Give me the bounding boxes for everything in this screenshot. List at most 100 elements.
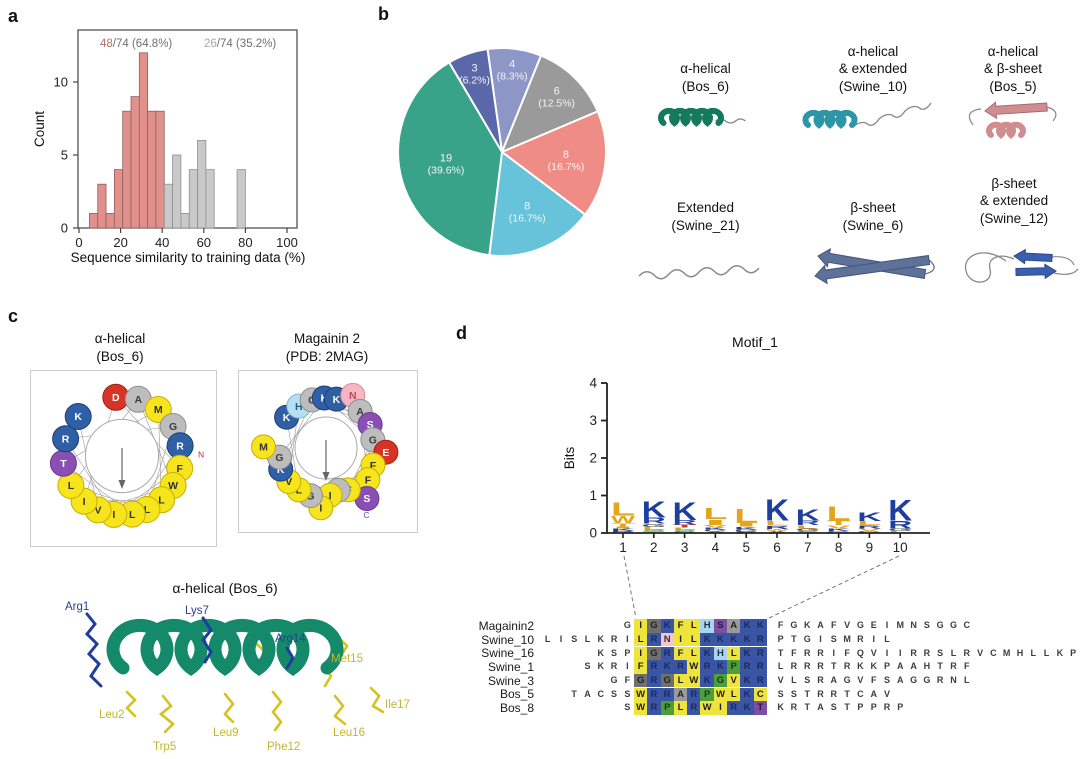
- svg-text:K: K: [333, 394, 341, 406]
- svg-text:4: 4: [712, 540, 720, 555]
- residue-cell: C: [857, 688, 864, 699]
- basic-sidechain: [84, 612, 103, 688]
- structure-class-pie-chart: 4(8.3%)6(12.5%)8(16.7%)8(16.7%)19(39.6%)…: [397, 46, 607, 257]
- motif-residue-cell: W: [687, 673, 701, 688]
- svg-text:100: 100: [276, 235, 298, 250]
- alignment-row: Swine_3 G F G R G L W K G V K R V L S R A G V F S A G G R N L: [448, 674, 1080, 688]
- residue-cell: I: [819, 633, 822, 644]
- helix-thumbnail: [658, 107, 746, 127]
- structure-label-line: α-helical: [847, 44, 899, 60]
- hist-bar: [188, 169, 198, 229]
- residue-cell: K: [597, 647, 605, 658]
- structure-label-line: & β-sheet: [983, 61, 1043, 77]
- logo-letter: K: [611, 528, 636, 531]
- hist-bar: [147, 110, 157, 229]
- svg-text:W: W: [765, 529, 789, 532]
- helix-ext-thumbnail: [802, 102, 932, 129]
- similarity-histogram: 0 20 40 60 80 100 0 5 10 Sequence similarity to t…: [32, 29, 306, 265]
- svg-text:R: R: [611, 530, 635, 532]
- motif-residue-cell: R: [647, 632, 661, 647]
- motif-residue-cell: H: [700, 619, 714, 633]
- motif-residue-cell: R: [740, 660, 754, 674]
- motif-residue-cell: G: [660, 673, 674, 688]
- motif-residue-cell: F: [673, 619, 688, 633]
- logo-letter: T: [611, 522, 636, 527]
- logo-letter: G: [734, 529, 758, 532]
- residue-cell: L: [884, 633, 890, 644]
- svg-text:L: L: [158, 495, 165, 507]
- svg-text:1: 1: [589, 488, 597, 503]
- svg-text:4: 4: [589, 376, 597, 391]
- svg-text:R: R: [642, 516, 666, 525]
- helix-sheet-thumbnail: [968, 101, 1057, 139]
- residue-cell: I: [832, 647, 836, 658]
- residue-cell: V: [977, 647, 984, 658]
- wheel-residue: [64, 403, 92, 430]
- motif-residue-cell: R: [753, 632, 767, 647]
- pie-slice: [397, 61, 503, 257]
- residue-cell: P: [1070, 647, 1077, 658]
- residue-cell: R: [610, 661, 618, 672]
- svg-text:V: V: [703, 524, 728, 528]
- pie-slice: [488, 151, 587, 257]
- motif-residue-cell: K: [700, 673, 714, 688]
- panel-a-label: a: [8, 6, 19, 26]
- pie-slice-pct: (12.5%): [538, 97, 575, 109]
- motif-residue-cell: W: [713, 687, 728, 701]
- motif-residue-cell: H: [713, 646, 728, 660]
- motif-residue-cell: F: [634, 660, 648, 674]
- logo-letter: I: [734, 522, 758, 528]
- residue-cell: A: [870, 688, 877, 699]
- logo-letter: L: [765, 520, 789, 527]
- motif-residue-cell: L: [687, 646, 701, 660]
- residue-cell: G: [949, 620, 957, 631]
- residue-cell: P: [883, 661, 890, 672]
- motif-residue-cell: K: [740, 619, 754, 633]
- hist-xlabel: Sequence similarity to training data (%): [71, 250, 306, 265]
- basic-sidechain: [201, 616, 213, 664]
- hist-bar: [205, 169, 215, 229]
- residue-cell: S: [571, 633, 578, 644]
- structure-item: α-helical & β-sheet (Bos_5): [948, 33, 1078, 161]
- residue-cell: G: [790, 620, 798, 631]
- logo-ylabel: Bits: [562, 447, 577, 470]
- sequence-name: Magainin2: [478, 618, 534, 633]
- residue-annotation: Trp5: [153, 741, 176, 753]
- panel-d-label: d: [456, 323, 467, 343]
- structure-label-line: (Swine_12): [979, 210, 1049, 226]
- svg-text:K: K: [611, 528, 636, 531]
- logo-letter: V: [827, 525, 852, 530]
- logo-letter: R: [765, 525, 790, 530]
- hist-bar: [155, 110, 165, 229]
- residue-cell: R: [843, 661, 851, 672]
- svg-text:40: 40: [155, 235, 169, 250]
- residue-cell: F: [777, 620, 784, 631]
- motif-residue-cell: P: [700, 687, 714, 701]
- svg-text:L: L: [129, 509, 136, 521]
- residue-annotation: Arg14: [275, 633, 306, 645]
- hydrophobic-sidechain: [271, 690, 283, 732]
- residue-cell: R: [790, 661, 798, 672]
- pie-slice: [501, 110, 607, 216]
- sequence-logo: GRKITWLTSLGRKGSLTRKAGKVILRGKILAWRLKSGLRK…: [562, 376, 930, 555]
- residue-cell: C: [597, 688, 605, 699]
- sequence-alignment: Magainin2 G I G K F L H S A K K F G K A F V G E I M N S G G C Swine…: [448, 619, 1080, 715]
- hist-bar: [105, 212, 115, 229]
- beta-arrow: [814, 254, 931, 285]
- residue-cell: K: [857, 661, 864, 672]
- residue-cell: G: [936, 620, 944, 631]
- motif-residue-cell: L: [634, 632, 648, 647]
- svg-text:G: G: [734, 529, 758, 532]
- hist-bar: [180, 212, 190, 229]
- residue-cell: S: [883, 674, 890, 685]
- motif-residue-cell: R: [700, 660, 714, 674]
- motif-residue-cell: W: [700, 701, 714, 715]
- hist-bar: [138, 52, 149, 229]
- residue-cell: V: [857, 674, 864, 685]
